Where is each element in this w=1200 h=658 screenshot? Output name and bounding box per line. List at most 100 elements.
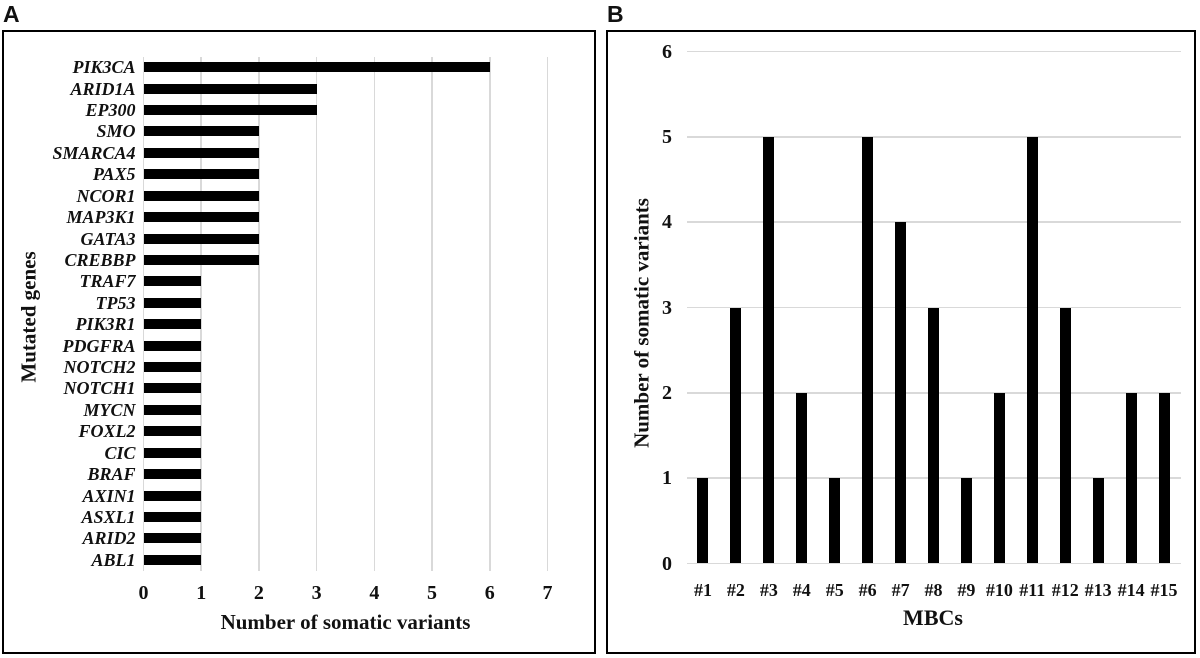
panel-a-plot-area — [142, 56, 549, 571]
panel-b-chart-box: Number of somatic variants 0 1 2 3 4 5 6 #1 #2 #… — [606, 30, 1196, 654]
bar-MAP3K1 — [143, 212, 259, 223]
bar-TRAF7 — [143, 276, 202, 287]
bar-BRAF — [143, 469, 202, 480]
panel-b-y-axis-title: Number of somatic variants — [629, 198, 654, 448]
bar-ABL1 — [143, 554, 202, 565]
panel-a-chart-box: Mutated genes PIK3CA ARID1A EP300 SMO SMARCA… — [2, 30, 596, 654]
bar-mbc-5 — [829, 478, 841, 564]
x-tick-label-mbc-1: #1 — [693, 580, 712, 600]
gene-label-ABL1: ABL1 — [91, 549, 136, 570]
bar-PIK3R1 — [143, 319, 202, 330]
y-tick-label-6: 6 — [662, 40, 672, 63]
x-tick-label-mbc-5: #5 — [825, 580, 844, 600]
gene-label-EP300: EP300 — [85, 100, 136, 121]
gridline-x-4 — [373, 56, 376, 571]
gene-label-MAP3K1: MAP3K1 — [66, 207, 136, 228]
y-tick-label-2: 2 — [662, 381, 672, 404]
x-tick-label-mbc-9: #9 — [957, 580, 976, 600]
bar-row-PAX5: PAX5 — [4, 164, 548, 185]
gene-label-SMARCA4: SMARCA4 — [52, 142, 136, 163]
bar-row-FOXL2: FOXL2 — [4, 421, 548, 442]
bar-mbc-3 — [763, 136, 775, 564]
gene-label-TP53: TP53 — [95, 292, 136, 313]
gene-label-FOXL2: FOXL2 — [78, 421, 136, 442]
bar-SMARCA4 — [143, 147, 259, 158]
x-tick-label-mbc-15: #15 — [1150, 580, 1178, 600]
bar-mbc-12 — [1059, 307, 1071, 564]
bar-row-TP53: TP53 — [4, 292, 548, 313]
panel-b-letter: B — [607, 1, 624, 27]
gene-label-NCOR1: NCOR1 — [76, 185, 136, 206]
bar-row-PIK3CA: PIK3CA — [4, 57, 548, 78]
bar-mbc-10 — [993, 392, 1005, 564]
bar-row-TRAF7: TRAF7 — [4, 271, 548, 292]
panel-a-x-axis-title: Number of somatic variants — [220, 610, 471, 634]
bar-row-ARID2: ARID2 — [4, 528, 548, 549]
x-tick-label-1: 1 — [196, 582, 207, 604]
bar-row-PDGFRA: PDGFRA — [4, 335, 548, 356]
y-tick-label-3: 3 — [662, 296, 672, 319]
bar-AXIN1 — [143, 490, 202, 501]
bar-row-ARID1A: ARID1A — [4, 78, 548, 99]
gene-label-ARID2: ARID2 — [82, 528, 136, 549]
gene-label-PIK3R1: PIK3R1 — [75, 314, 136, 335]
bar-mbc-2 — [730, 307, 742, 564]
y-tick-label-5: 5 — [662, 125, 672, 148]
bar-TP53 — [143, 297, 202, 308]
bar-mbc-4 — [796, 392, 808, 564]
x-tick-label-2: 2 — [253, 582, 264, 604]
bar-row-ASXL1: ASXL1 — [4, 506, 548, 527]
x-tick-label-mbc-13: #13 — [1084, 580, 1112, 600]
bar-row-CREBBP: CREBBP — [4, 249, 548, 270]
bar-mbc-1 — [697, 478, 709, 564]
bar-row-SMO: SMO — [4, 121, 548, 142]
bar-row-MYCN: MYCN — [4, 399, 548, 420]
bar-ARID2 — [143, 533, 202, 544]
gridline-x-3 — [315, 56, 318, 571]
x-tick-label-mbc-6: #6 — [858, 580, 877, 600]
y-tick-label-0: 0 — [662, 552, 672, 575]
gene-label-CREBBP: CREBBP — [64, 249, 136, 270]
gridline-x-0 — [142, 56, 145, 571]
gene-label-ARID1A: ARID1A — [70, 78, 136, 99]
x-tick-label-mbc-2: #2 — [726, 580, 745, 600]
bar-ARID1A — [143, 83, 317, 94]
x-tick-label-mbc-10: #10 — [985, 580, 1013, 600]
y-tick-label-1: 1 — [662, 467, 672, 490]
gene-label-TRAF7: TRAF7 — [79, 271, 136, 292]
bar-MYCN — [143, 404, 202, 415]
x-tick-label-3: 3 — [311, 582, 322, 604]
gene-label-ASXL1: ASXL1 — [81, 506, 136, 527]
bar-mbc-8 — [928, 307, 939, 564]
panel-b-x-axis-title: MBCs — [903, 605, 963, 630]
gene-label-NOTCH2: NOTCH2 — [63, 357, 136, 378]
x-tick-label-mbc-7: #7 — [891, 580, 910, 600]
gridline-y-0 — [686, 562, 1181, 565]
bar-NOTCH1 — [143, 383, 202, 394]
bar-mbc-7 — [895, 222, 907, 564]
bar-SMO — [143, 126, 259, 137]
gridline-x-6 — [489, 56, 491, 571]
bar-row-ABL1: ABL1 — [4, 549, 548, 570]
y-tick-label-4: 4 — [662, 211, 672, 234]
bar-row-MAP3K1: MAP3K1 — [4, 206, 548, 227]
bar-CIC — [143, 447, 202, 458]
bar-FOXL2 — [143, 426, 202, 437]
gridline-x-5 — [431, 56, 433, 571]
panel-a-x-axis-ticks: 0 1 2 3 4 5 6 7 — [4, 582, 594, 606]
x-tick-label-7: 7 — [542, 582, 553, 604]
x-tick-label-mbc-14: #14 — [1117, 580, 1145, 600]
bar-row-BRAF: BRAF — [4, 463, 548, 484]
gene-label-SMO: SMO — [96, 121, 136, 142]
x-tick-label-mbc-3: #3 — [759, 580, 778, 600]
bar-row-SMARCA4: SMARCA4 — [4, 142, 548, 163]
gene-label-GATA3: GATA3 — [80, 228, 136, 249]
gridline-x-1 — [200, 56, 202, 571]
bar-ASXL1 — [143, 511, 202, 522]
bar-PIK3CA — [143, 62, 490, 73]
bar-mbc-13 — [1092, 478, 1104, 564]
panel-a-letter: A — [3, 1, 20, 27]
gene-label-MYCN: MYCN — [83, 399, 136, 420]
x-tick-label-4: 4 — [369, 582, 380, 604]
gene-label-CIC: CIC — [104, 442, 136, 463]
